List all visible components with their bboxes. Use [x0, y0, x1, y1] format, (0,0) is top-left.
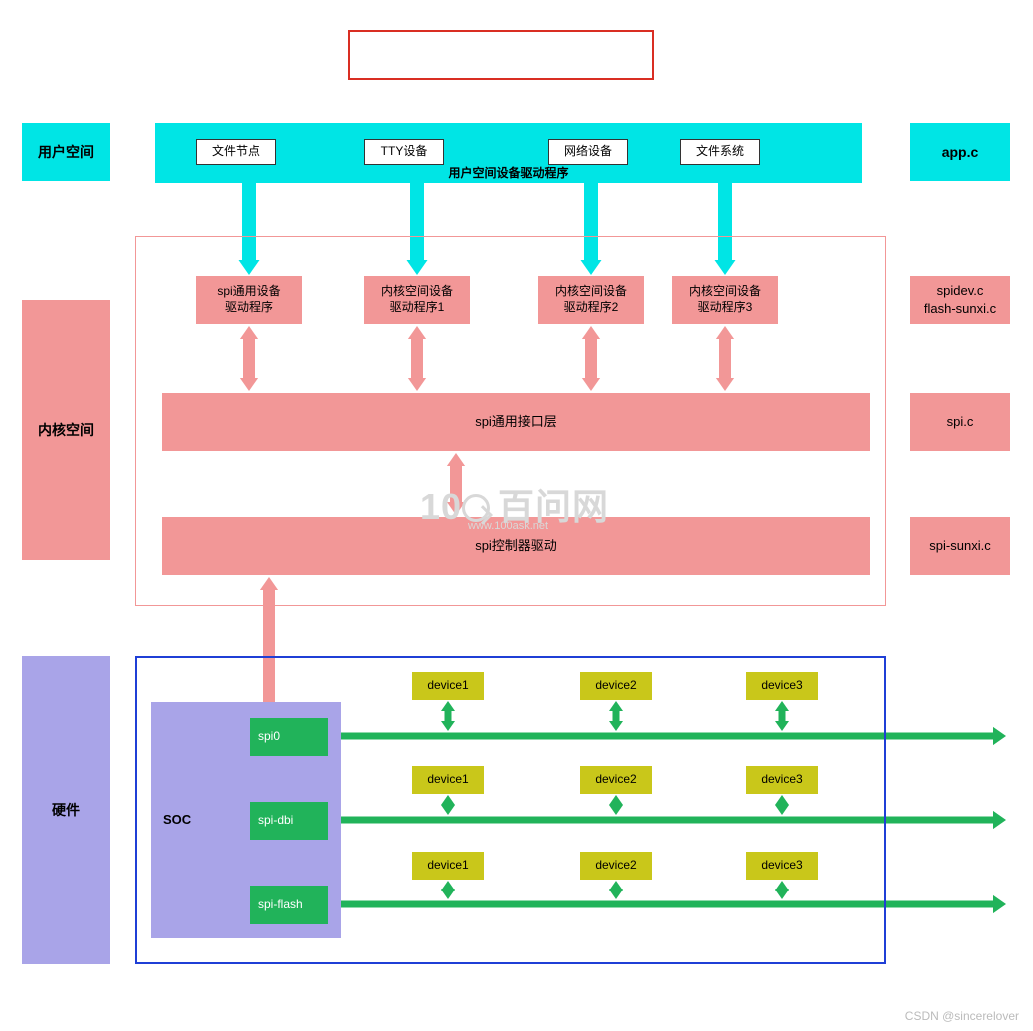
pink-kernel-drv3: 内核空间设备驱动程序3	[672, 276, 778, 324]
title-box	[348, 30, 654, 80]
left-kernel-space: 内核空间	[22, 300, 110, 560]
watermark-url: www.100ask.net	[468, 520, 548, 532]
device-box-r0-c2: device3	[746, 672, 818, 700]
pink-kernel-drv1: 内核空间设备驱动程序1	[364, 276, 470, 324]
pink-kernel-drv2: 内核空间设备驱动程序2	[538, 276, 644, 324]
inner-tty: TTY设备	[364, 139, 444, 165]
device-box-r0-c1: device2	[580, 672, 652, 700]
spi0-box: spi0	[250, 718, 328, 756]
left-hardware: 硬件	[22, 656, 110, 964]
right-spi-sunxi: spi-sunxi.c	[910, 517, 1010, 575]
device-box-r1-c2: device3	[746, 766, 818, 794]
device-box-r2-c1: device2	[580, 852, 652, 880]
spi-flash-box: spi-flash	[250, 886, 328, 924]
right-spidev: spidev.cflash-sunxi.c	[910, 276, 1010, 324]
inner-file-node: 文件节点	[196, 139, 276, 165]
device-box-r0-c0: device1	[412, 672, 484, 700]
right-spi-c: spi.c	[910, 393, 1010, 451]
user-space-subtitle: 用户空间设备驱动程序	[155, 165, 862, 183]
left-user-space: 用户空间	[22, 123, 110, 181]
inner-fs: 文件系统	[680, 139, 760, 165]
device-box-r1-c1: device2	[580, 766, 652, 794]
device-box-r1-c0: device1	[412, 766, 484, 794]
pink-spi-generic: spi通用设备驱动程序	[196, 276, 302, 324]
credit: CSDN @sincerelover	[905, 1009, 1019, 1023]
soc-label: SOC	[163, 810, 223, 830]
device-box-r2-c0: device1	[412, 852, 484, 880]
device-box-r2-c2: device3	[746, 852, 818, 880]
right-app: app.c	[910, 123, 1010, 181]
spi-api-layer: spi通用接口层	[162, 393, 870, 451]
inner-net: 网络设备	[548, 139, 628, 165]
spi-dbi-box: spi-dbi	[250, 802, 328, 840]
